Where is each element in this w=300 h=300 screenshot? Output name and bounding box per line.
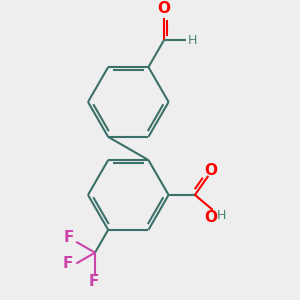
Text: H: H bbox=[217, 209, 226, 222]
Text: O: O bbox=[204, 163, 217, 178]
Text: F: F bbox=[88, 274, 99, 289]
Text: O: O bbox=[205, 210, 218, 225]
Text: O: O bbox=[158, 1, 170, 16]
Text: F: F bbox=[62, 256, 73, 271]
Text: H: H bbox=[188, 34, 197, 47]
Text: F: F bbox=[63, 230, 74, 245]
